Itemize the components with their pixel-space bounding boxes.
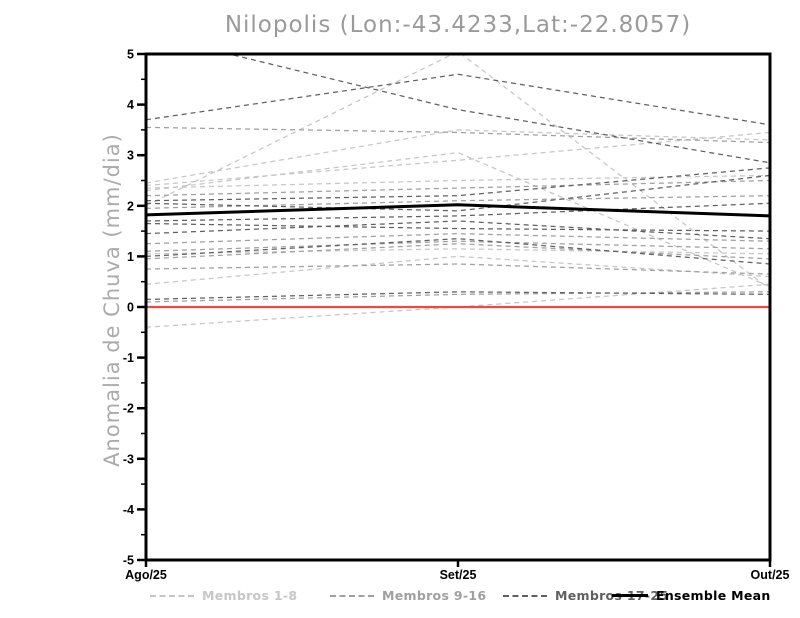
y-tick-label: -2: [123, 402, 134, 416]
y-tick-label: 1: [127, 250, 134, 264]
y-tick-label: -3: [123, 452, 134, 466]
member-line: [146, 179, 770, 197]
member-line: [146, 195, 770, 209]
membros-9-16-line-swatch: [330, 594, 374, 597]
member-line: [226, 54, 770, 164]
legend-label-ensemble-mean: Ensemble Mean: [656, 588, 771, 603]
member-line: [146, 73, 770, 126]
y-tick-label: -4: [123, 503, 134, 517]
member-line: [146, 255, 770, 285]
member-line: [146, 263, 770, 275]
y-tick-label: 2: [127, 199, 134, 213]
legend-label-membros-1-8: Membros 1-8: [202, 588, 298, 603]
member-line: [146, 238, 770, 265]
member-line: [146, 54, 770, 290]
member-line: [146, 129, 770, 184]
ensemble-mean-line: [145, 203, 771, 218]
member-line: [146, 220, 770, 240]
member-line: [146, 152, 770, 288]
y-tick-label: 3: [127, 149, 134, 163]
legend-item-ensemble-mean: Ensemble Mean: [612, 588, 771, 603]
y-tick-label: 5: [127, 48, 134, 62]
x-tick-label: Set/25: [440, 568, 477, 582]
member-line: [146, 291, 770, 301]
y-tick-label: -1: [123, 351, 134, 365]
y-tick-label: 0: [127, 301, 134, 315]
y-tick-label: 4: [127, 98, 134, 112]
legend-label-membros-9-16: Membros 9-16: [382, 588, 487, 603]
member-line: [146, 167, 770, 202]
member-line: [146, 131, 770, 187]
x-tick-label: Out/25: [751, 568, 790, 582]
legend-item-membros-1-8: Membros 1-8: [150, 588, 297, 603]
legend-label-membros-17-25: Membros 17-25: [555, 588, 669, 603]
x-tick-label: Ago/25: [125, 568, 167, 582]
chart-title: Nilopolis (Lon:-43.4233,Lat:-22.8057): [224, 12, 692, 38]
ensemble-mean-line-swatch: [612, 594, 648, 597]
membros-17-25-line-swatch: [503, 594, 547, 597]
member-line: [146, 283, 770, 328]
member-line: [146, 233, 770, 245]
y-tick-label: -5: [123, 554, 134, 568]
legend-item-membros-17-25: Membros 17-25: [503, 588, 668, 603]
legend-item-membros-9-16: Membros 9-16: [330, 588, 486, 603]
membros-1-8-line-swatch: [150, 594, 194, 597]
